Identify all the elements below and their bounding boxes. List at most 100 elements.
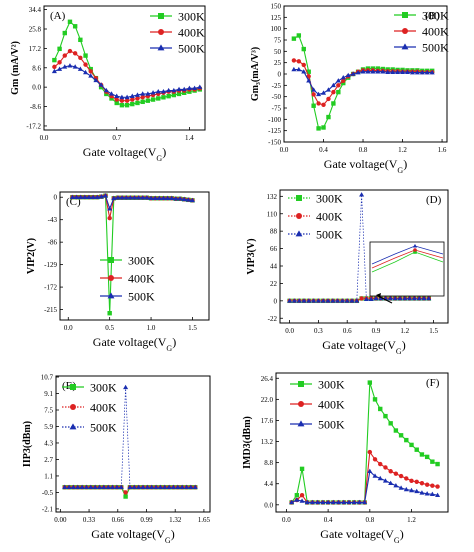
y-tick-label: 150 (271, 3, 282, 11)
data-point (145, 98, 151, 103)
legend-marker (107, 292, 115, 299)
data-point (430, 483, 435, 488)
legend-label: 400K (178, 26, 205, 40)
data-point (177, 196, 183, 201)
data-point (419, 481, 425, 486)
legend-label: 400K (316, 210, 343, 224)
y-tick-label: 22.0 (261, 396, 274, 404)
y-tick-label: 1.1 (44, 472, 53, 480)
x-tick-label: 0.99 (140, 516, 153, 524)
y-axis-label: VIP2(V) (26, 238, 37, 274)
x-tick-label: 1.32 (169, 516, 182, 524)
legend: 300K 400K 500K (290, 378, 345, 432)
data-point (119, 94, 125, 100)
data-point (367, 468, 373, 474)
data-point (186, 85, 192, 91)
data-point (341, 499, 347, 505)
y-tick-label: 0.0 (264, 501, 273, 509)
data-point (96, 484, 103, 490)
y-tick-label: 5.9 (44, 423, 53, 431)
data-point (408, 487, 415, 493)
data-point (354, 298, 360, 303)
x-axis-label: Gate voltage(VG) (320, 527, 403, 545)
data-point (390, 69, 396, 74)
legend-label: 500K (90, 421, 117, 435)
x-tick-label: 1.5 (188, 324, 197, 332)
data-point (359, 296, 364, 301)
data-point (335, 78, 341, 83)
legend-marker (401, 43, 409, 50)
data-point (110, 484, 116, 490)
legend-marker (70, 404, 76, 410)
data-point (175, 484, 181, 490)
data-point (86, 194, 92, 199)
data-point (131, 484, 137, 490)
y-tick-label: 4.3 (44, 439, 53, 447)
data-point (335, 298, 341, 303)
data-point (144, 484, 150, 490)
data-point (382, 478, 388, 483)
panel-label: (A) (50, 10, 66, 22)
data-point (62, 53, 67, 58)
series-500K (51, 63, 203, 100)
data-point (419, 490, 425, 495)
y-tick-label: -25 (272, 82, 282, 90)
data-point (124, 103, 130, 108)
data-point (411, 295, 417, 301)
data-point (83, 62, 88, 67)
data-point (311, 92, 316, 97)
data-point (123, 490, 128, 495)
data-point (183, 484, 190, 490)
series-line (291, 382, 438, 503)
data-point (316, 101, 321, 106)
x-tick-label: 0.6 (343, 327, 352, 335)
data-point (130, 101, 135, 107)
data-point (140, 99, 145, 105)
data-point (360, 69, 366, 74)
data-point (296, 33, 302, 38)
data-point (90, 194, 96, 199)
y-axis-label: VIP3(V) (246, 238, 257, 274)
legend-marker (402, 12, 408, 18)
x-tick-label: 1.2 (407, 516, 416, 524)
x-tick-label: 0.0 (285, 327, 294, 335)
y-tick-label: 22 (270, 280, 278, 288)
x-tick-label: 0.4 (319, 146, 328, 154)
panel-label: (B) (425, 10, 440, 22)
series-line (64, 387, 196, 488)
y-tick-label: -22 (268, 315, 278, 323)
data-point (57, 46, 62, 52)
data-point (149, 484, 155, 490)
panel-e: -2.1 -0.5 1.1 2.7 4.3 5.9 7.5 9.1 10.7 0.00 0.33 0.… (22, 374, 211, 545)
data-point (421, 295, 427, 301)
data-point (156, 96, 161, 101)
data-point (171, 92, 177, 98)
data-point (336, 89, 341, 95)
y-tick-label: -215 (44, 306, 57, 314)
data-point (66, 484, 72, 490)
data-point (393, 428, 399, 433)
data-point (368, 296, 374, 302)
x-axis-label: Gate voltage(VG) (93, 335, 176, 353)
data-point (77, 66, 83, 71)
y-tick-label: 17.6 (261, 417, 274, 425)
data-point (123, 195, 129, 200)
y-tick-label: 8.6 (32, 64, 41, 72)
data-point (82, 194, 88, 199)
data-point (356, 499, 362, 505)
plot-frame (279, 189, 449, 324)
data-point (339, 298, 345, 303)
data-point (78, 37, 83, 43)
plot-frame (55, 375, 211, 513)
data-point (387, 295, 393, 301)
data-point (173, 196, 179, 201)
data-point (114, 97, 119, 102)
data-point (107, 215, 112, 221)
y-tick-label: -86 (48, 239, 58, 247)
x-tick-label: 0.8 (359, 146, 368, 154)
data-point (393, 471, 399, 476)
y-tick-label: 25.8 (29, 25, 42, 33)
panel-d: -22 0 22 44 66 88 110 132 0.0 0.3 0.6 0.9 1.2 1.5 Gate… (246, 189, 449, 356)
data-point (375, 66, 381, 71)
